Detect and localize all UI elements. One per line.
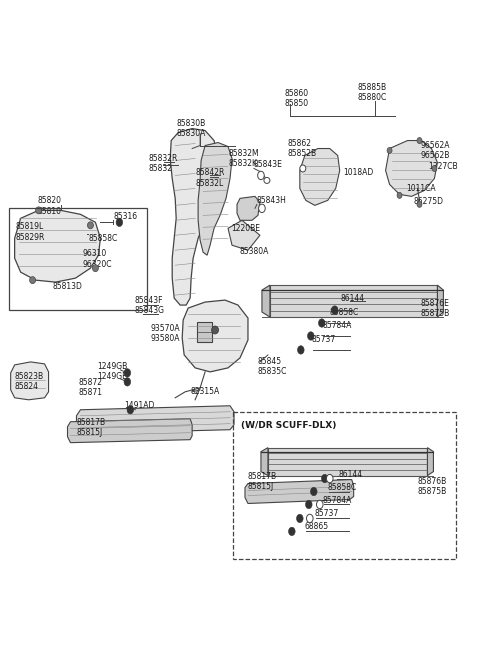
Text: 85860
85850: 85860 85850 [285,88,309,108]
Ellipse shape [258,171,264,179]
Text: 68865: 68865 [305,523,329,531]
Text: 85843H: 85843H [257,196,287,206]
Text: 85819L
85829R: 85819L 85829R [16,222,45,242]
Polygon shape [300,149,340,206]
Ellipse shape [311,487,317,496]
Bar [270,285,437,317]
Text: 85832R
85832: 85832R 85832 [148,153,178,173]
Polygon shape [437,285,444,317]
Polygon shape [198,143,232,255]
Text: 96562A
96562B: 96562A 96562B [420,141,450,160]
Polygon shape [197,322,212,342]
Ellipse shape [124,378,131,386]
Ellipse shape [259,204,265,212]
Text: 85872
85871: 85872 85871 [78,378,102,397]
Text: 86144: 86144 [341,294,365,303]
Polygon shape [245,479,354,504]
Text: 85784A: 85784A [323,496,352,504]
Bar [268,447,428,476]
Text: 85820
85810: 85820 85810 [37,196,61,215]
Text: 85876E
85875B: 85876E 85875B [420,299,450,318]
Text: 96310
96320C: 96310 96320C [83,249,112,269]
Text: 85858C: 85858C [328,483,357,491]
Ellipse shape [432,166,437,172]
Text: 85817B
85815J: 85817B 85815J [248,472,277,491]
Ellipse shape [316,500,323,509]
Polygon shape [11,362,48,400]
Text: 85316: 85316 [113,212,137,221]
Ellipse shape [397,193,402,198]
Ellipse shape [298,346,304,354]
Ellipse shape [297,514,303,523]
Polygon shape [170,128,218,305]
Ellipse shape [417,138,422,143]
Ellipse shape [318,319,325,328]
Ellipse shape [322,474,328,483]
Text: 85858C: 85858C [88,234,118,243]
Bar [233,412,456,559]
Text: 85885B
85880C: 85885B 85880C [358,83,387,102]
Text: 82315A: 82315A [190,387,219,396]
Ellipse shape [93,265,98,272]
Polygon shape [428,447,433,476]
Polygon shape [68,419,192,443]
Ellipse shape [30,276,36,284]
Text: 1220BE: 1220BE [231,224,260,233]
Text: 85845
85835C: 85845 85835C [258,357,288,377]
Text: 85832M
85832K: 85832M 85832K [228,149,259,168]
Text: 85843F
85843G: 85843F 85843G [134,296,164,316]
Polygon shape [261,447,268,476]
Ellipse shape [36,207,42,214]
Polygon shape [228,220,260,250]
Ellipse shape [264,178,270,183]
Ellipse shape [387,147,392,153]
Text: 85737: 85737 [312,335,336,344]
Text: 85823B
85824: 85823B 85824 [15,372,44,391]
Text: 85830B
85830A: 85830B 85830A [176,119,205,138]
Text: 85862
85852B: 85862 85852B [288,139,317,158]
Ellipse shape [417,201,422,208]
Ellipse shape [307,514,313,523]
Polygon shape [182,300,248,372]
Polygon shape [76,406,234,434]
Text: 85380A: 85380A [240,247,269,256]
Ellipse shape [116,218,123,227]
Text: 85843E: 85843E [254,160,283,170]
Text: 85842R
85832L: 85842R 85832L [195,168,225,188]
Text: 85813D: 85813D [52,282,83,291]
Ellipse shape [87,222,94,229]
Ellipse shape [331,306,338,314]
Polygon shape [262,285,270,317]
Text: 1249GB
1249GE: 1249GB 1249GE [97,362,128,381]
Polygon shape [385,141,437,196]
Polygon shape [237,196,260,220]
Text: 85858C: 85858C [330,308,359,317]
Ellipse shape [212,326,218,334]
Ellipse shape [326,474,333,483]
Bar [9,208,147,310]
Text: 93570A
93580A: 93570A 93580A [150,324,180,343]
Ellipse shape [288,527,295,536]
Text: 86275D: 86275D [413,197,444,206]
Text: 85784A: 85784A [323,321,352,330]
Ellipse shape [127,405,133,414]
Text: 1327CB: 1327CB [429,162,458,172]
Text: 1018AD: 1018AD [344,168,374,178]
Ellipse shape [305,500,312,509]
Ellipse shape [124,369,131,377]
Text: 85876B
85875B: 85876B 85875B [418,477,447,496]
Ellipse shape [308,332,314,340]
Text: (W/DR SCUFF-DLX): (W/DR SCUFF-DLX) [241,421,336,430]
Text: 85737: 85737 [315,510,339,519]
Text: 86144: 86144 [339,470,363,479]
Text: 1491AD: 1491AD [124,401,155,410]
Text: 85817B
85815J: 85817B 85815J [76,418,106,437]
Polygon shape [15,210,100,282]
Text: 1011CA: 1011CA [407,185,436,193]
Ellipse shape [300,165,306,172]
